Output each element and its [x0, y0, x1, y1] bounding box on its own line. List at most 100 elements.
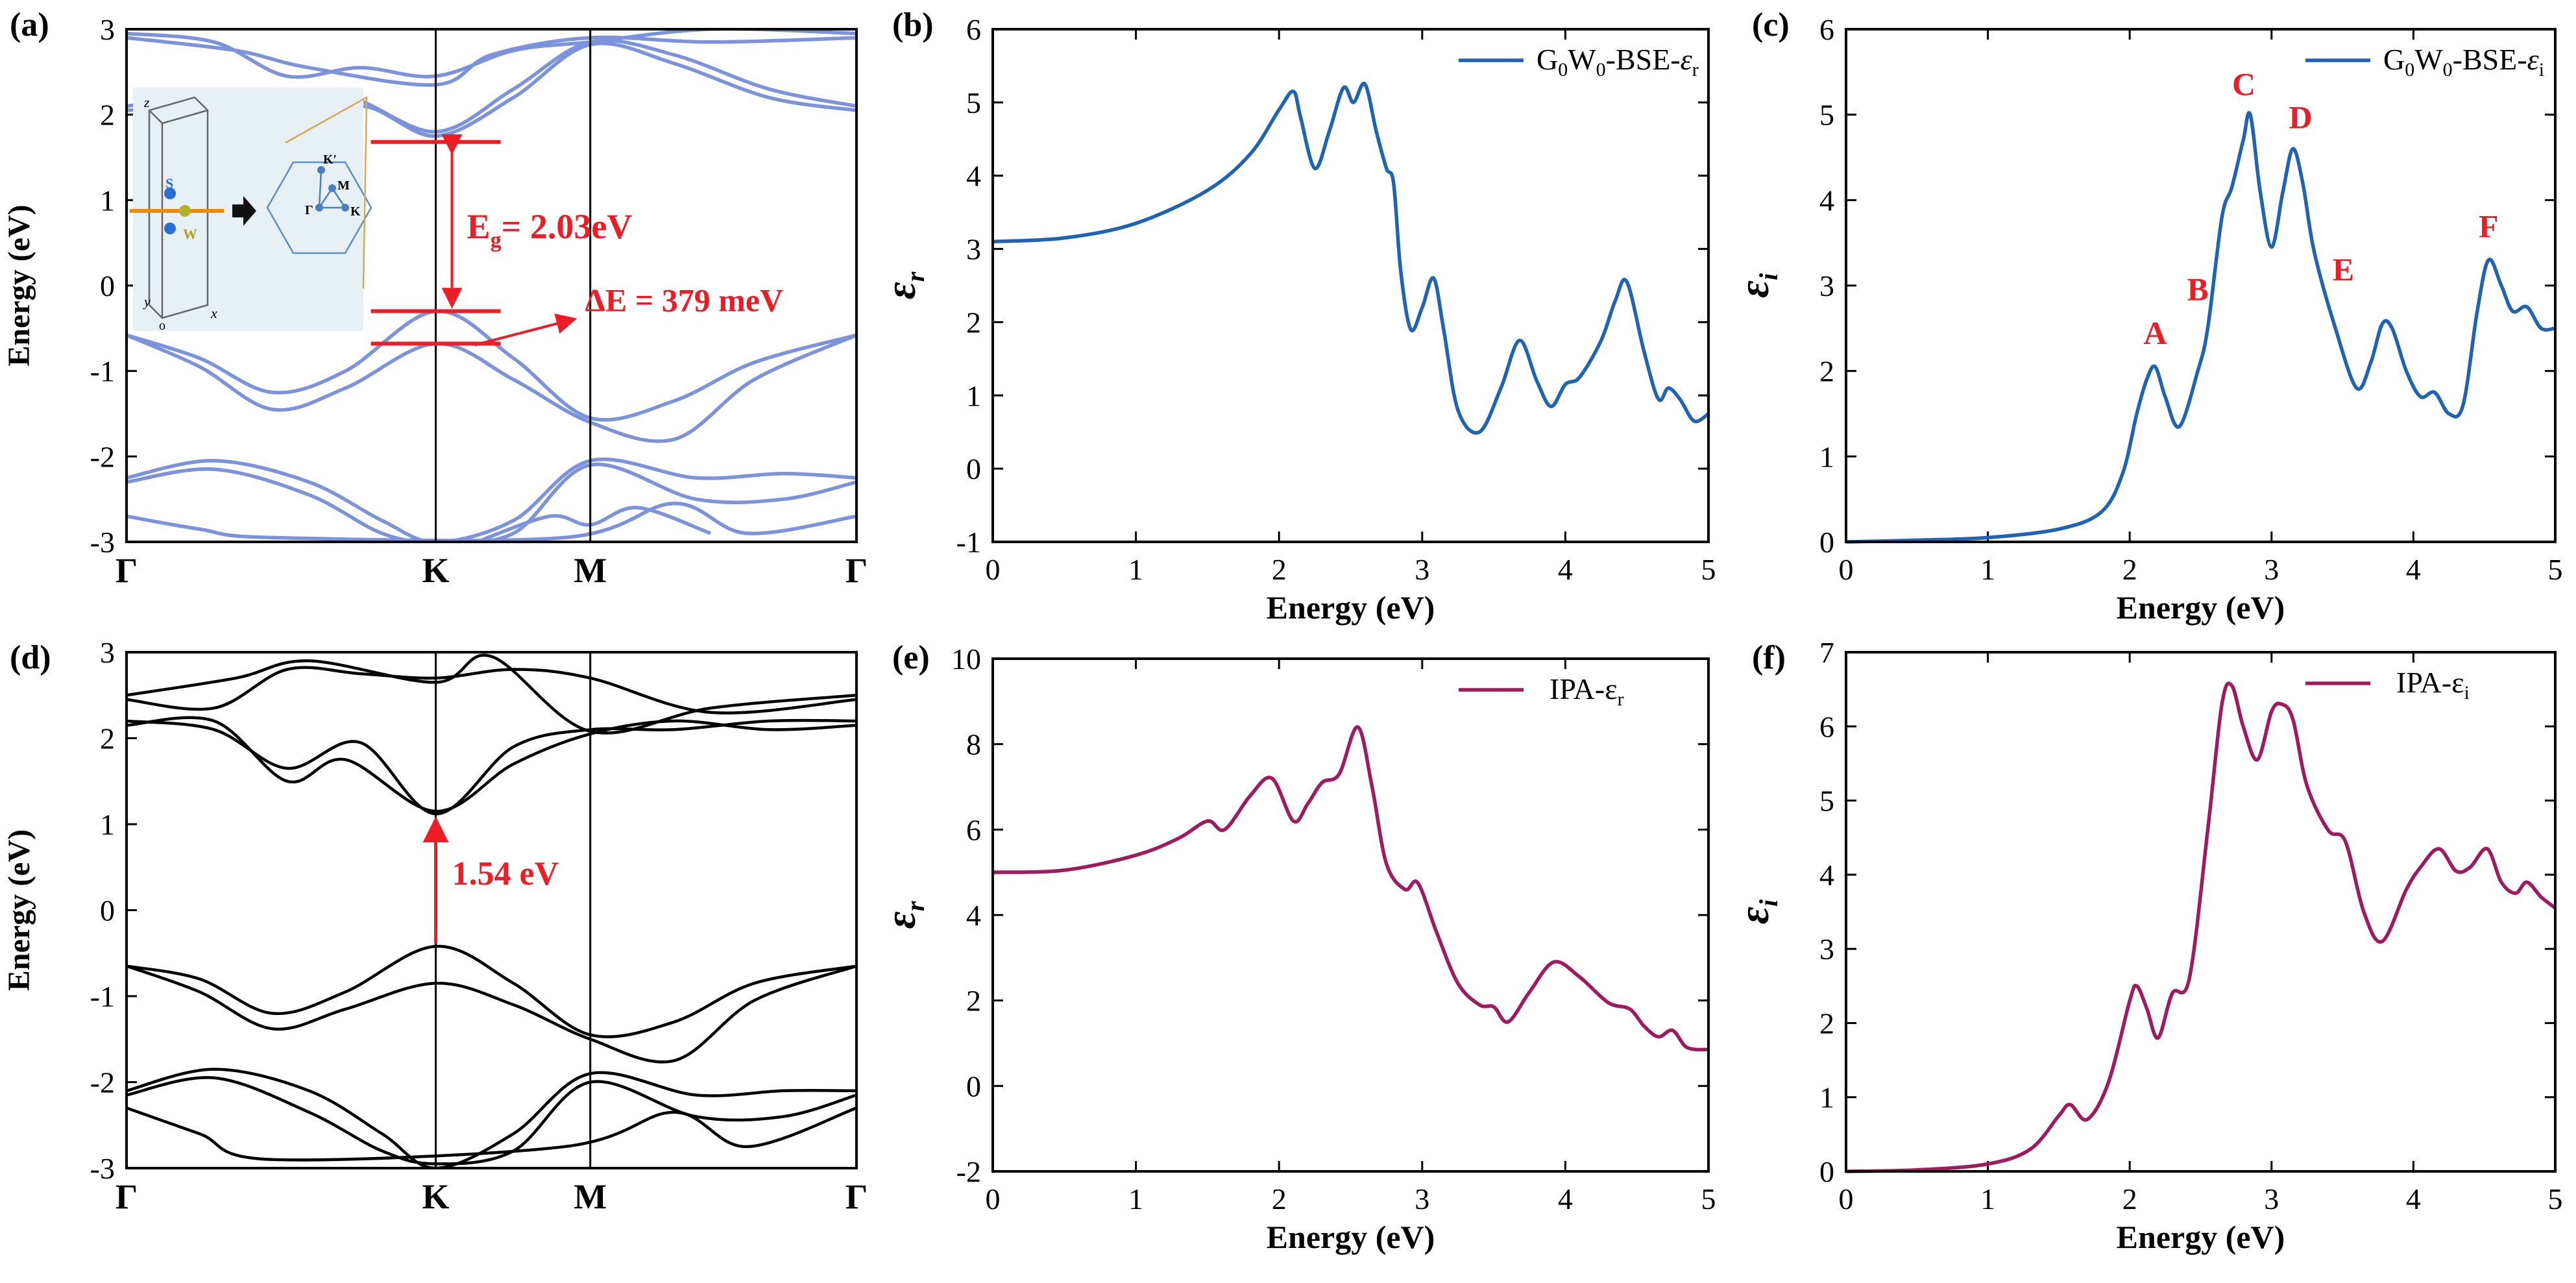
- bz-label-m: M: [337, 178, 350, 193]
- y-axis-label: Energy (eV): [2, 204, 36, 366]
- y-tick-label: -1: [90, 980, 115, 1013]
- bz-label-gamma: Γ: [305, 203, 313, 217]
- y-tick-label: 2: [1819, 355, 1834, 388]
- gap-label: Eg= 2.03eV: [467, 207, 633, 252]
- y-tick-label: 0: [100, 269, 115, 302]
- y-tick-label: 3: [100, 13, 115, 46]
- y-tick-label: 1: [100, 184, 115, 217]
- band-line: [127, 666, 857, 715]
- y-tick-label: 3: [1819, 269, 1834, 302]
- band-line: [127, 502, 857, 542]
- y-tick-label: -2: [956, 1155, 981, 1188]
- band-line: [127, 944, 857, 1038]
- band-line: [476, 506, 711, 542]
- plot-frame: [125, 28, 858, 543]
- atom-label-s: S: [165, 175, 173, 191]
- legend-label: G0W0-BSE-εi: [2383, 43, 2544, 80]
- x-tick-label: 2: [1272, 1182, 1287, 1216]
- gap-label: 1.54 eV: [452, 855, 559, 892]
- x-tick-label: 5: [1701, 553, 1716, 586]
- legend-label: IPA-εi: [2396, 666, 2470, 703]
- y-tick-label: 1: [966, 379, 981, 412]
- structure-inset: z yo x S W K′M Γ K: [130, 88, 372, 333]
- x-tick-label: 2: [1272, 553, 1287, 586]
- band-line: [127, 964, 857, 1064]
- k-point-label: Γ: [845, 1177, 868, 1216]
- y-axis-label: Energy (eV): [2, 829, 36, 991]
- y-tick-label: 4: [966, 160, 981, 193]
- bz-label-kprime: K′: [323, 153, 337, 167]
- y-tick-label: 0: [966, 452, 981, 485]
- x-tick-label: 5: [2548, 1182, 2563, 1216]
- y-tick-label: -2: [90, 1066, 115, 1099]
- panel-label: (d): [10, 639, 51, 676]
- legend: G0W0-BSE-εr: [1459, 43, 1699, 80]
- y-tick-label: 6: [1819, 710, 1834, 743]
- origin-label: o: [159, 319, 165, 333]
- plot-frame: [991, 28, 1710, 543]
- band-line: [127, 718, 857, 816]
- panel-d: (d) -3 -2 -1 0 1 2 3 Γ K M Γ Energy (eV) 1.54 eV: [2, 636, 868, 1216]
- brillouin-zone-hexagon: [266, 161, 372, 254]
- band-line: [127, 35, 857, 87]
- band-line: [127, 309, 857, 422]
- legend-label: IPA-εr: [1549, 672, 1624, 710]
- y-axis-label: εi: [1731, 273, 1783, 298]
- y-tick-label: 2: [100, 99, 115, 132]
- panel-c: (c) 0 1 2 3 4 5 6 0 1 2 3 4 5 εi Energy (eV) G0W0-BSE-εi…: [1731, 6, 2563, 626]
- x-tick-label: 2: [2122, 1182, 2137, 1216]
- y-tick-label: 6: [1819, 13, 1834, 46]
- y-tick-label: 3: [100, 636, 115, 669]
- k-point-label: K: [422, 551, 450, 590]
- k-point-label: Γ: [845, 551, 868, 590]
- x-tick-label: 4: [1558, 1182, 1573, 1216]
- peak-label-c: C: [2232, 66, 2255, 103]
- legend: IPA-εr: [1459, 672, 1624, 710]
- panel-label: (b): [892, 6, 934, 43]
- y-tick-label: 1: [100, 808, 115, 841]
- x-tick-label: 1: [1980, 1182, 1995, 1216]
- y-axis-label: εi: [1731, 899, 1783, 924]
- x-tick-label: 1: [1980, 553, 1995, 586]
- band-line: [127, 333, 857, 443]
- legend-label: G0W0-BSE-εr: [1537, 43, 1699, 80]
- x-tick-label: 5: [2548, 553, 2563, 586]
- x-tick-label: 3: [1415, 553, 1429, 586]
- x-tick-label: 3: [2264, 1182, 2279, 1216]
- sulfur-atom: [164, 223, 176, 234]
- y-tick-label: 8: [966, 728, 981, 761]
- plot-frame: [991, 657, 1710, 1173]
- x-axis-label: Energy (eV): [1267, 589, 1435, 626]
- y-tick-label: 3: [966, 233, 981, 266]
- split-label: ΔE = 379 meV: [585, 282, 784, 319]
- unit-cell-prism: [148, 96, 209, 319]
- series-line: [992, 81, 1710, 435]
- bz-path: [317, 169, 347, 209]
- k-point-label: M: [574, 551, 607, 590]
- panel-label: (f): [1752, 639, 1786, 676]
- k-point-label: K: [422, 1177, 450, 1216]
- band-line: [127, 1076, 857, 1166]
- inset-arrow: [232, 196, 256, 226]
- k-point-label: Γ: [115, 551, 138, 590]
- panel-f: (f) 0 1 2 3 4 5 6 7 0 1 2 3 4 5 εi Energy (eV) IPA-εi: [1731, 636, 2563, 1255]
- k-point-label: M: [574, 1177, 607, 1216]
- peak-label-e: E: [2333, 251, 2354, 287]
- band-line: [127, 1106, 857, 1162]
- x-tick-label: 3: [2264, 553, 2279, 586]
- y-tick-label: 7: [1819, 636, 1834, 669]
- y-tick-label: 6: [966, 13, 981, 46]
- x-axis-label: Energy (eV): [1267, 1219, 1435, 1255]
- y-tick-label: 5: [966, 86, 981, 119]
- plot-frame: [1845, 651, 2557, 1173]
- y-tick-label: -1: [90, 355, 115, 388]
- y-tick-label: 0: [100, 894, 115, 927]
- tungsten-atom: [179, 205, 191, 217]
- y-tick-label: 5: [1819, 99, 1834, 132]
- y-axis-label: εr: [877, 271, 930, 299]
- series-line: [1845, 111, 2556, 544]
- series-line: [1845, 681, 2557, 1173]
